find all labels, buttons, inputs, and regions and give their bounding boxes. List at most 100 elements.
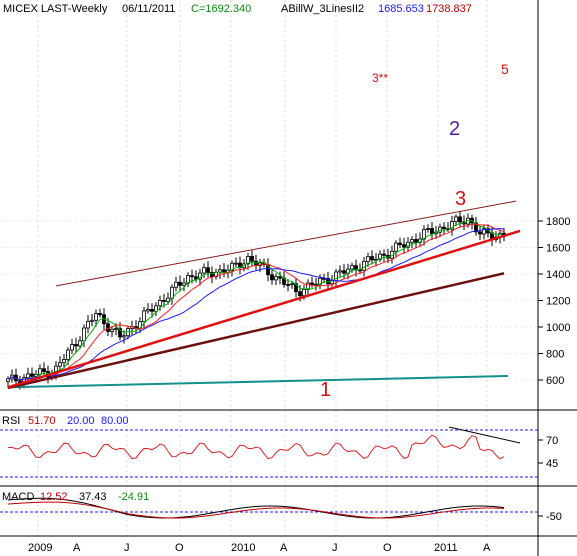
candle-body: [162, 299, 166, 302]
candle-body: [350, 265, 354, 270]
rsi-divergence-line: [448, 426, 521, 444]
price-tick-label: 1600: [546, 243, 570, 255]
candle-body: [166, 297, 170, 302]
macd-hist-value: -24.91: [118, 491, 149, 503]
candle-body: [338, 270, 342, 273]
rsi-lower: 20.00: [67, 415, 95, 427]
candle-body: [482, 228, 486, 235]
candle-body: [362, 261, 366, 271]
candle-body: [114, 328, 118, 330]
candle-body: [202, 267, 206, 274]
candle-body: [194, 276, 198, 280]
price-tick-label: 1000: [546, 322, 570, 334]
rsi-line: [7, 434, 505, 460]
annotation-5: 5: [501, 61, 509, 77]
price-tick-label: 1800: [546, 216, 570, 228]
candle-body: [442, 226, 446, 230]
header-date: 06/11/2011: [122, 3, 175, 15]
candle-body: [74, 344, 78, 347]
macd-signal-value: 37.43: [79, 491, 107, 503]
x-label-apr-2009: A: [73, 542, 81, 554]
candle-body: [426, 228, 430, 230]
trend-line-3: [7, 272, 505, 390]
candle-body: [382, 253, 386, 256]
price-tick-label: 1200: [546, 296, 570, 308]
candle-body: [174, 281, 178, 288]
candle-body: [294, 283, 298, 293]
ma-mid-line: [7, 223, 505, 381]
candle-body: [118, 328, 122, 338]
header-indicator-name: ABillW_3LinesII2: [281, 3, 364, 15]
candle-body: [206, 267, 210, 273]
candle-body: [110, 328, 114, 332]
candle-body: [90, 319, 94, 322]
candle-body: [142, 310, 146, 323]
candle-body: [146, 309, 150, 312]
candle-body: [86, 320, 90, 329]
rsi-upper: 80.00: [101, 415, 129, 427]
x-label-2011: 2011: [434, 542, 458, 554]
macd-value: 12.52: [40, 491, 68, 503]
price-tick-label: 1400: [546, 269, 570, 281]
macd-signal-line: [7, 501, 505, 519]
header-symbol: MICEX LAST-Weekly: [3, 3, 108, 15]
x-label-apr-2010: A: [280, 542, 288, 554]
candle-body: [270, 274, 274, 281]
x-label-jul-2009: J: [124, 542, 130, 554]
candle-body: [366, 256, 370, 262]
vertical-grid: [37, 0, 488, 536]
candle-body: [62, 359, 66, 364]
header-indicator-value-2: 1738.837: [426, 3, 472, 15]
candle-body: [394, 242, 398, 252]
trend-line-1: [7, 375, 509, 389]
candle-body: [42, 368, 46, 372]
macd-label: MACD: [2, 491, 34, 503]
macd-line: [7, 497, 505, 519]
candle-body: [430, 228, 434, 235]
candle-body: [158, 299, 162, 307]
candle-body: [314, 283, 318, 286]
candle-body: [234, 262, 238, 265]
price-tick-label: 600: [546, 375, 564, 387]
price-axis: 600 800 1000 1200 1400 1600 1800: [538, 216, 570, 387]
candle-body: [278, 276, 282, 279]
trend-lines: [7, 229, 521, 390]
annotation-2: 2: [449, 118, 460, 140]
candle-body: [286, 284, 290, 286]
candle-body: [34, 373, 38, 377]
candle-body: [274, 276, 278, 281]
annotation-1: 1: [320, 379, 331, 401]
x-label-2009: 2009: [28, 542, 52, 554]
candle-body: [454, 216, 458, 222]
candle-body: [410, 239, 414, 243]
candle-body: [122, 335, 126, 338]
candle-body: [290, 283, 294, 286]
candle-body: [210, 272, 214, 278]
header-close: C=1692.340: [191, 3, 251, 15]
candle-body: [478, 231, 482, 235]
annotation-3-stars: 3**: [372, 71, 388, 85]
candle-body: [298, 291, 302, 297]
candle-body: [6, 378, 10, 382]
candle-body: [250, 255, 254, 262]
candle-body: [302, 289, 306, 297]
ma-fast-line: [7, 220, 505, 381]
price-tick-label: 800: [546, 349, 564, 361]
rsi-tick-label-70: 70: [546, 435, 558, 447]
candle-body: [70, 344, 74, 351]
rsi-panel: RSI 51.70 20.00 80.00 70 45: [0, 415, 558, 478]
rsi-value: 51.70: [28, 415, 56, 427]
candle-body: [458, 216, 462, 223]
candle-body: [182, 282, 186, 286]
trend-line-2: [7, 229, 521, 389]
candle-body: [94, 313, 98, 321]
candle-body: [246, 255, 250, 265]
candle-body: [178, 281, 182, 286]
x-label-jul-2010: J: [332, 542, 338, 554]
x-axis: 2009 A J O 2010 A J O 2011 A: [28, 542, 491, 554]
x-label-oct-2010: O: [383, 542, 392, 554]
candle-body: [98, 313, 102, 316]
macd-tick-label-50: -50: [546, 511, 562, 523]
